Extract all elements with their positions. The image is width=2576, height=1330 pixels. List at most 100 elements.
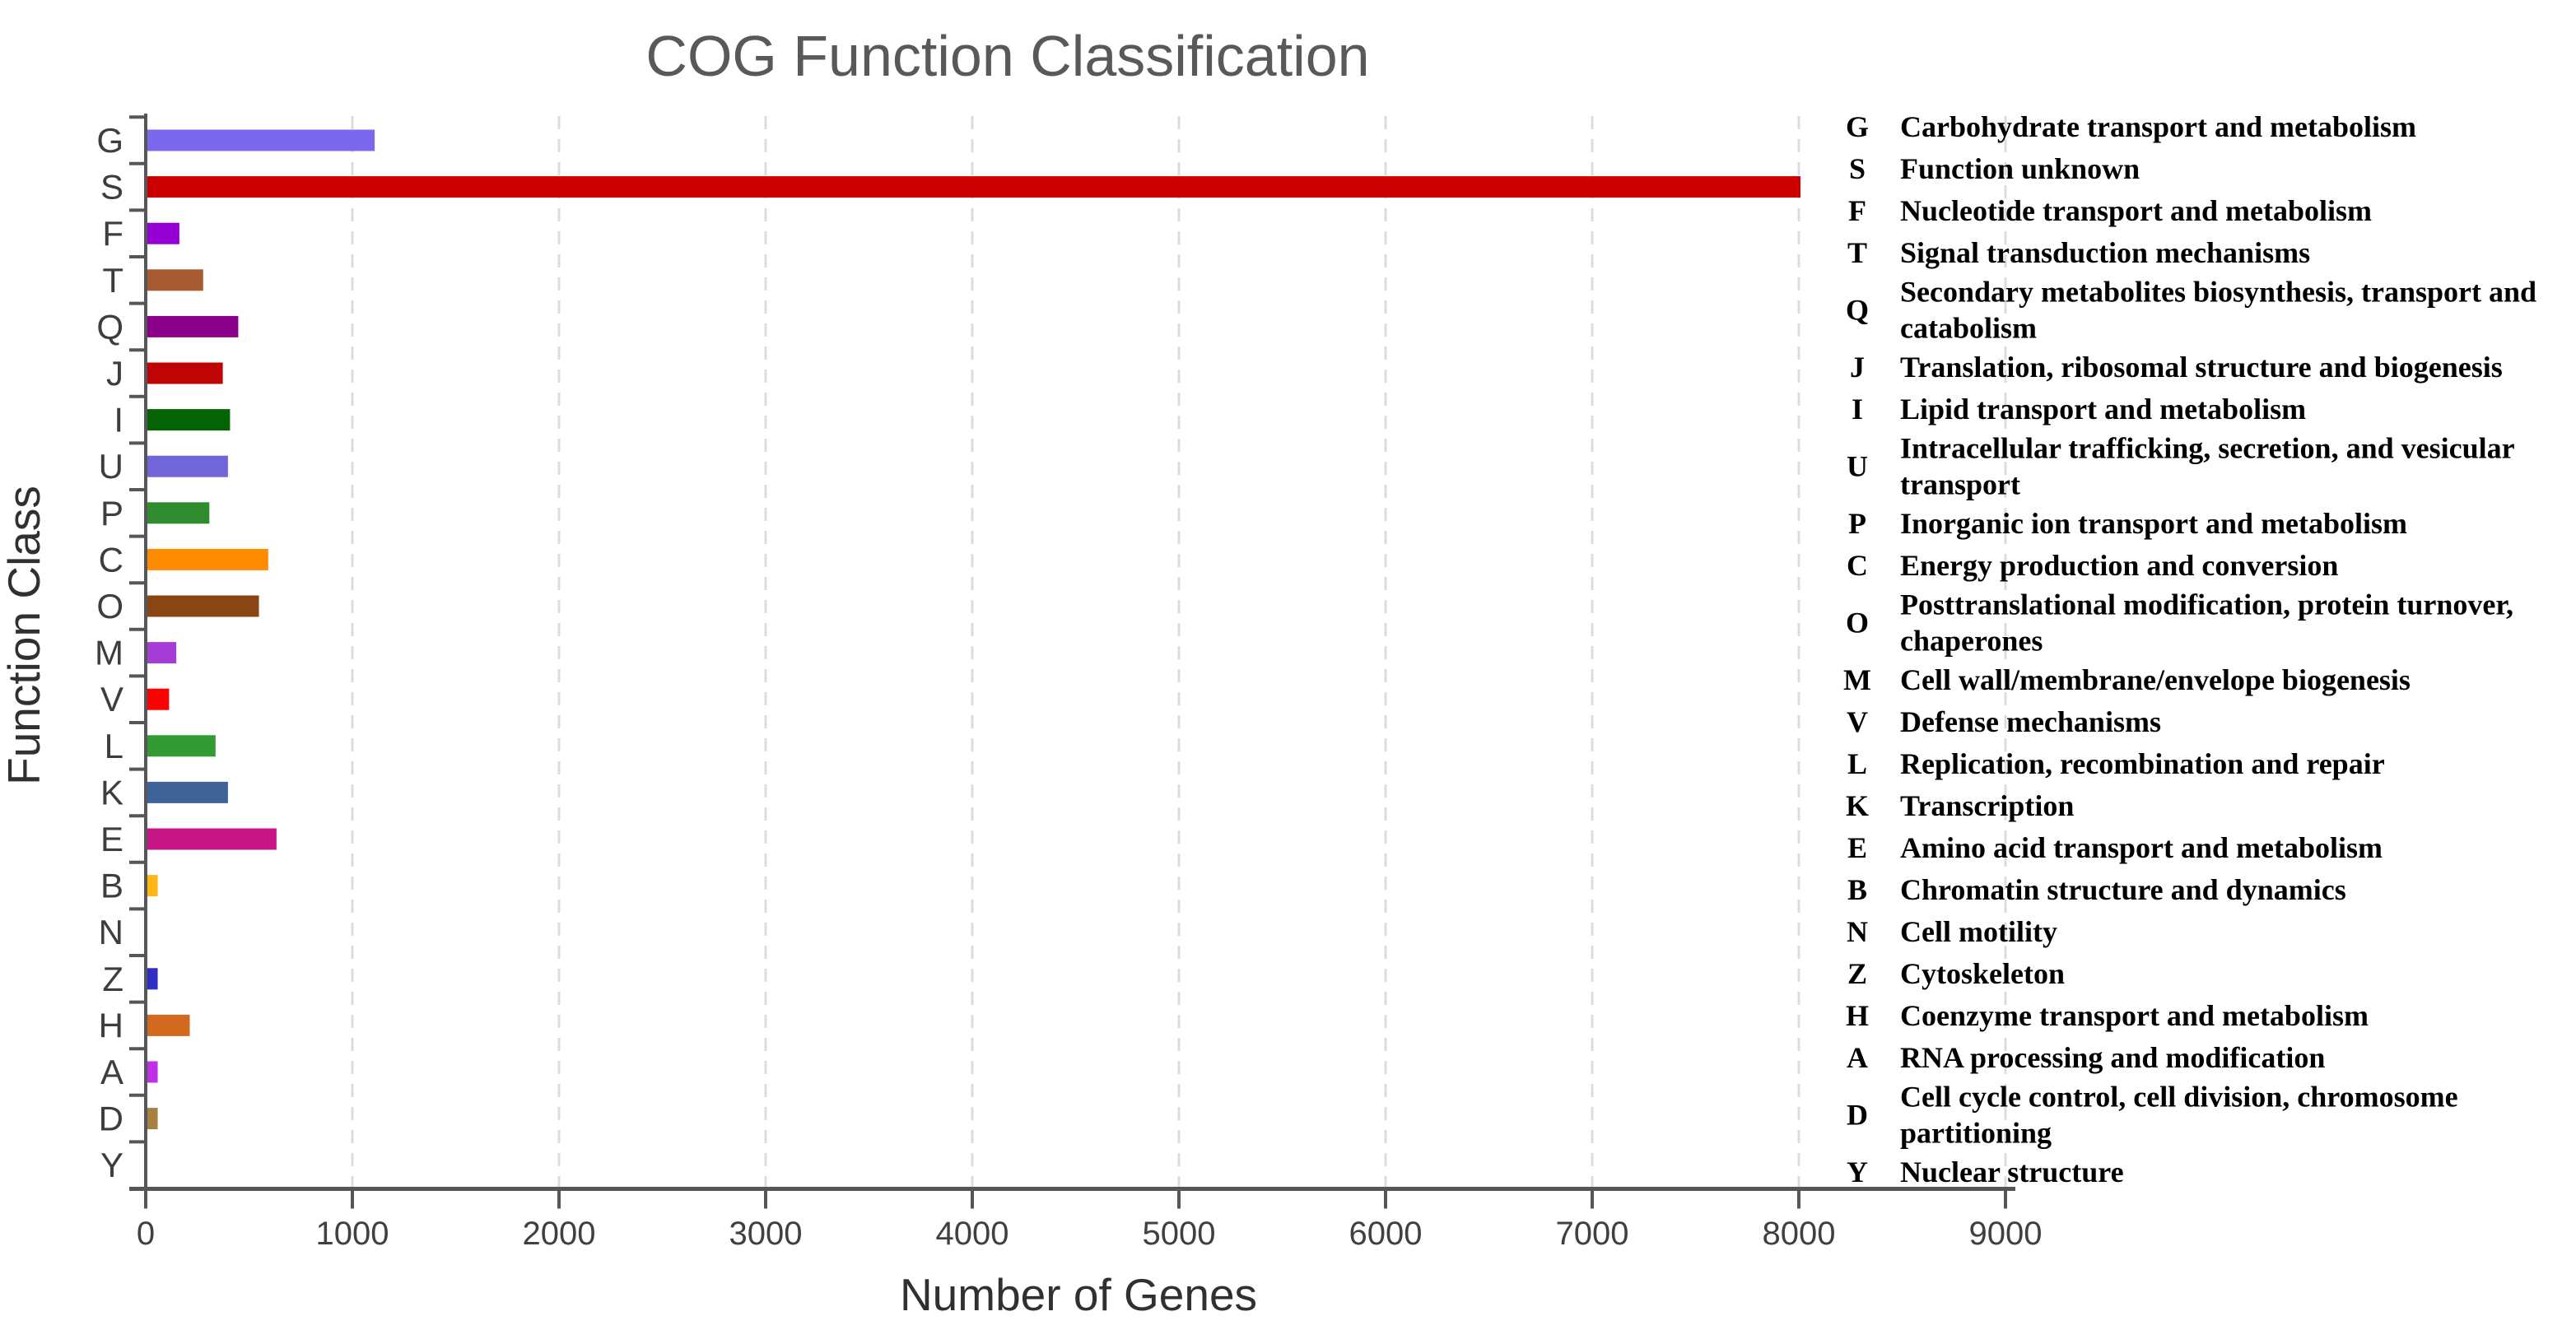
category-label-U: U xyxy=(99,447,123,486)
legend-letter-F: F xyxy=(1848,194,1866,227)
bar-S xyxy=(147,176,1800,198)
bar-H xyxy=(147,1014,190,1036)
legend-letter-B: B xyxy=(1847,873,1867,906)
legend-letter-E: E xyxy=(1847,831,1867,864)
legend-row-Q: Q Secondary metabolites biosynthesis, tra… xyxy=(1846,276,2536,345)
bar-O xyxy=(147,595,259,617)
legend-row-D: D Cell cycle control, cell division, chro… xyxy=(1847,1081,2458,1150)
legend: G Carbohydrate transport and metabolism S F… xyxy=(1843,110,2536,1188)
legend-description-J-line1: Translation, ribosomal structure and bio… xyxy=(1900,351,2503,384)
category-label-G: G xyxy=(96,121,123,160)
chart-title: COG Function Classification xyxy=(645,24,1369,88)
legend-row-S: S Function unknown xyxy=(1849,152,2140,185)
legend-letter-G: G xyxy=(1846,110,1869,143)
x-tick-label-8000: 8000 xyxy=(1763,1216,1836,1252)
bar-V xyxy=(147,688,170,710)
legend-row-J: J Translation, ribosomal structure and bi… xyxy=(1850,351,2503,384)
category-label-T: T xyxy=(102,261,123,300)
legend-description-Y-line1: Nuclear structure xyxy=(1900,1156,2124,1188)
bar-E xyxy=(147,828,277,850)
legend-letter-V: V xyxy=(1847,705,1868,738)
legend-letter-Q: Q xyxy=(1846,294,1869,327)
bar-U xyxy=(147,455,228,477)
bar-M xyxy=(147,642,177,664)
category-label-H: H xyxy=(99,1006,123,1044)
legend-letter-J: J xyxy=(1850,351,1865,384)
y-axis-ticks xyxy=(129,115,146,1190)
legend-description-T-line1: Signal transduction mechanisms xyxy=(1900,236,2310,269)
legend-letter-Z: Z xyxy=(1847,957,1867,990)
category-label-Q: Q xyxy=(96,307,123,346)
category-label-E: E xyxy=(100,820,123,858)
legend-description-F-line1: Nucleotide transport and metabolism xyxy=(1900,194,2372,227)
x-tick-label-5000: 5000 xyxy=(1143,1216,1216,1252)
bar-C xyxy=(147,548,268,570)
bar-B xyxy=(147,875,158,897)
x-tick-label-9000: 9000 xyxy=(1969,1216,2043,1252)
bar-Z xyxy=(147,968,158,990)
category-label-P: P xyxy=(100,494,123,532)
legend-description-N-line1: Cell motility xyxy=(1900,915,2057,948)
legend-description-O-line1: Posttranslational modification, protein … xyxy=(1900,588,2513,621)
x-tick-label-1000: 1000 xyxy=(316,1216,389,1252)
category-label-I: I xyxy=(114,401,123,439)
legend-letter-T: T xyxy=(1847,236,1867,269)
legend-row-T: T Signal transduction mechanisms xyxy=(1847,236,2310,269)
legend-letter-D: D xyxy=(1847,1099,1868,1132)
legend-letter-S: S xyxy=(1849,152,1866,185)
x-tick-label-6000: 6000 xyxy=(1349,1216,1423,1252)
legend-description-G-line1: Carbohydrate transport and metabolism xyxy=(1900,110,2416,143)
legend-row-U: U Intracellular trafficking, secretion, a… xyxy=(1847,432,2515,501)
bar-I xyxy=(147,409,231,431)
legend-description-K-line1: Transcription xyxy=(1900,789,2074,822)
x-axis-label: Number of Genes xyxy=(900,1269,1257,1320)
legend-row-G: G Carbohydrate transport and metabolism xyxy=(1846,110,2416,143)
legend-letter-N: N xyxy=(1847,915,1868,948)
y-axis-label: Function Class xyxy=(0,486,49,785)
legend-description-H-line1: Coenzyme transport and metabolism xyxy=(1900,999,2369,1032)
x-axis-ticks xyxy=(144,1188,2007,1209)
category-label-C: C xyxy=(99,540,123,579)
legend-row-N: N Cell motility xyxy=(1847,915,2057,948)
legend-letter-K: K xyxy=(1846,789,1869,822)
legend-letter-M: M xyxy=(1843,663,1871,696)
legend-letter-O: O xyxy=(1846,607,1869,639)
bar-L xyxy=(147,735,216,757)
category-label-Z: Z xyxy=(102,960,123,998)
category-label-B: B xyxy=(100,867,123,905)
bar-T xyxy=(147,269,203,291)
legend-row-H: H Coenzyme transport and metabolism xyxy=(1846,999,2369,1032)
bar-Q xyxy=(147,315,239,337)
legend-description-A-line1: RNA processing and modification xyxy=(1900,1041,2325,1074)
legend-description-Q-line2: catabolism xyxy=(1900,312,2037,345)
category-label-L: L xyxy=(105,727,123,765)
legend-description-O-line2: chaperones xyxy=(1900,625,2043,658)
category-label-Y: Y xyxy=(100,1146,123,1184)
legend-letter-P: P xyxy=(1848,507,1866,540)
bar-series xyxy=(147,129,1800,1130)
legend-letter-I: I xyxy=(1852,393,1863,426)
category-label-N: N xyxy=(99,913,123,951)
legend-description-Z-line1: Cytoskeleton xyxy=(1900,957,2065,990)
x-tick-label-2000: 2000 xyxy=(523,1216,596,1252)
legend-row-B: B Chromatin structure and dynamics xyxy=(1847,873,2346,906)
bar-P xyxy=(147,502,210,524)
legend-row-Y: Y Nuclear structure xyxy=(1847,1156,2124,1188)
bar-J xyxy=(147,362,223,384)
legend-description-D-line2: partitioning xyxy=(1900,1117,2052,1150)
legend-description-M-line1: Cell wall/membrane/envelope biogenesis xyxy=(1900,663,2411,696)
x-tick-label-0: 0 xyxy=(137,1216,155,1252)
bar-K xyxy=(147,781,228,803)
x-tick-label-3000: 3000 xyxy=(729,1216,803,1252)
legend-letter-H: H xyxy=(1846,999,1869,1032)
legend-row-C: C Energy production and conversion xyxy=(1847,549,2338,582)
x-axis-tick-labels: 0 1000 2000 3000 4000 5000 6000 7000 8000 9000 xyxy=(137,1216,2043,1252)
category-label-V: V xyxy=(100,680,123,718)
category-label-O: O xyxy=(96,587,123,625)
legend-row-E: E Amino acid transport and metabolism xyxy=(1847,831,2383,864)
legend-description-E-line1: Amino acid transport and metabolism xyxy=(1900,831,2383,864)
category-label-K: K xyxy=(100,773,123,811)
legend-description-P-line1: Inorganic ion transport and metabolism xyxy=(1900,507,2407,540)
